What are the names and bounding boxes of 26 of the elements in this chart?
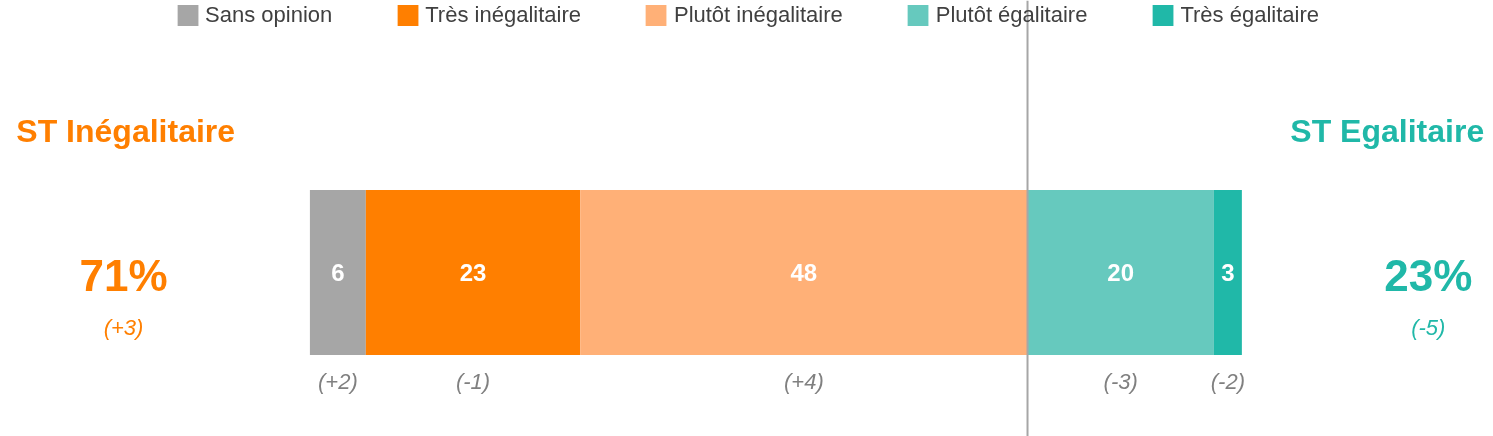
bar <box>365 190 581 355</box>
bar <box>580 190 1028 355</box>
text: (-3) <box>1103 369 1138 394</box>
data-label: 20 <box>1107 259 1135 286</box>
bar <box>309 190 366 355</box>
legend-label: Sans opinion <box>205 2 333 28</box>
data-label: 6 <box>331 259 345 286</box>
legend-label: Plutôt inégalitaire <box>673 2 843 28</box>
bar <box>1213 190 1242 355</box>
legend-label: Très inégalitaire <box>425 2 581 28</box>
bar <box>1027 190 1214 355</box>
text: (+4) <box>783 369 824 394</box>
data-label: 23 <box>459 259 487 286</box>
text: (-5) <box>1411 315 1446 340</box>
text: (+2) <box>318 369 358 394</box>
data-label: 3 <box>1221 259 1235 286</box>
legend-label: Très égalitaire <box>1180 2 1319 28</box>
text: ST Inégalitaire <box>16 112 236 149</box>
legend-label: Plutôt égalitaire <box>935 2 1088 28</box>
text: (+3) <box>103 315 144 340</box>
text: 23% <box>1384 251 1473 300</box>
text: 71% <box>79 251 168 300</box>
text: ST Egalitaire <box>1290 112 1485 149</box>
data-label: 48 <box>790 259 818 286</box>
text: (-1) <box>455 369 491 394</box>
text: (-2) <box>1210 369 1245 394</box>
